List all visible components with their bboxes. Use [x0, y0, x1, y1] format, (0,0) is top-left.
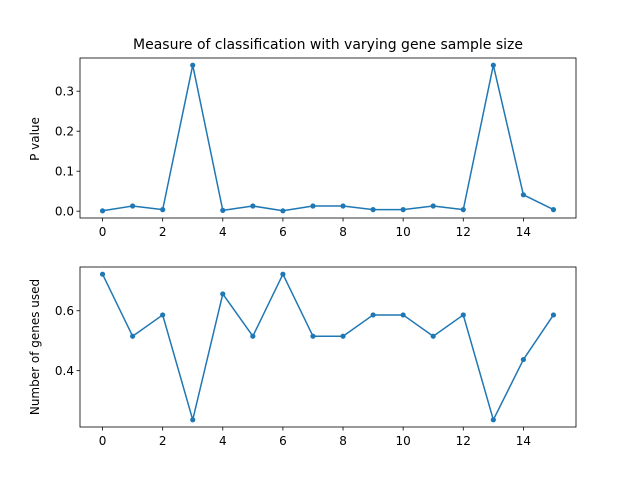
- x-tick-label: 10: [396, 225, 411, 239]
- series-line: [101, 273, 555, 421]
- y-tick-label: 0.2: [55, 125, 74, 139]
- data-point: [550, 312, 557, 318]
- data-point: [430, 203, 436, 209]
- x-tick-label: 6: [279, 434, 287, 448]
- x-tick-label: 2: [159, 225, 167, 239]
- tick-layer: 0 2 4 6 8 10 12 14 0.4 0.6: [55, 304, 531, 448]
- x-tick-label: 8: [339, 225, 347, 239]
- data-point: [460, 312, 466, 318]
- data-point: [520, 192, 526, 198]
- series-line: [102, 64, 554, 212]
- data-point: [310, 203, 316, 209]
- data-point: [310, 333, 316, 339]
- plot-frame: [79, 57, 577, 219]
- data-point: [340, 333, 346, 339]
- p-value-plot: Measure of classification with varying g…: [28, 37, 577, 239]
- data-point: [370, 207, 376, 213]
- data-layer: [99, 62, 557, 214]
- data-point: [460, 207, 466, 213]
- data-point: [490, 417, 496, 423]
- data-point: [190, 62, 196, 68]
- x-tick-label: 14: [516, 434, 531, 448]
- data-point: [430, 333, 436, 339]
- y-tick-label: 0.3: [55, 85, 74, 99]
- x-tick-label: 12: [456, 434, 471, 448]
- data-point: [220, 291, 226, 297]
- data-point: [400, 312, 406, 318]
- x-tick-label: 12: [456, 225, 471, 239]
- chart-title: Measure of classification with varying g…: [133, 37, 523, 53]
- x-tick-label: 10: [396, 434, 411, 448]
- x-tick-label: 4: [219, 434, 227, 448]
- y-tick-label: 0.6: [55, 304, 74, 318]
- plot-frame: [79, 266, 577, 428]
- x-tick-label: 2: [159, 434, 167, 448]
- tick-layer: 0 2 4 6 8 10 12 14 0.0 0.1 0.2 0.3: [55, 85, 531, 239]
- y-axis-label: Number of genes used: [28, 279, 42, 415]
- data-point: [280, 271, 286, 277]
- data-point: [99, 208, 106, 214]
- data-point: [520, 356, 526, 363]
- x-tick-label: 6: [279, 225, 287, 239]
- data-point: [160, 207, 166, 213]
- data-point: [400, 207, 406, 213]
- genes-used-plot: Number of genes used 0 2 4 6 8 10 12 14 0.4 0.6: [28, 266, 577, 448]
- data-point: [370, 312, 376, 318]
- data-point: [130, 333, 136, 339]
- data-point: [280, 208, 286, 214]
- y-axis-label: P value: [28, 117, 42, 161]
- y-tick-label: 0.1: [55, 165, 74, 179]
- y-tick-label: 0.0: [55, 205, 74, 219]
- data-point: [130, 203, 136, 209]
- x-tick-label: 0: [99, 434, 107, 448]
- data-point: [99, 271, 106, 277]
- data-point: [250, 203, 256, 209]
- data-point: [250, 333, 256, 339]
- x-tick-label: 14: [516, 225, 531, 239]
- y-tick-label: 0.4: [55, 364, 74, 378]
- x-tick-label: 8: [339, 434, 347, 448]
- data-point: [190, 417, 196, 423]
- data-point: [490, 62, 496, 68]
- data-layer: [99, 271, 557, 423]
- data-point: [550, 207, 557, 213]
- x-tick-label: 0: [99, 225, 107, 239]
- x-tick-label: 4: [219, 225, 227, 239]
- data-point: [340, 203, 346, 209]
- data-point: [220, 207, 226, 213]
- data-point: [160, 312, 166, 318]
